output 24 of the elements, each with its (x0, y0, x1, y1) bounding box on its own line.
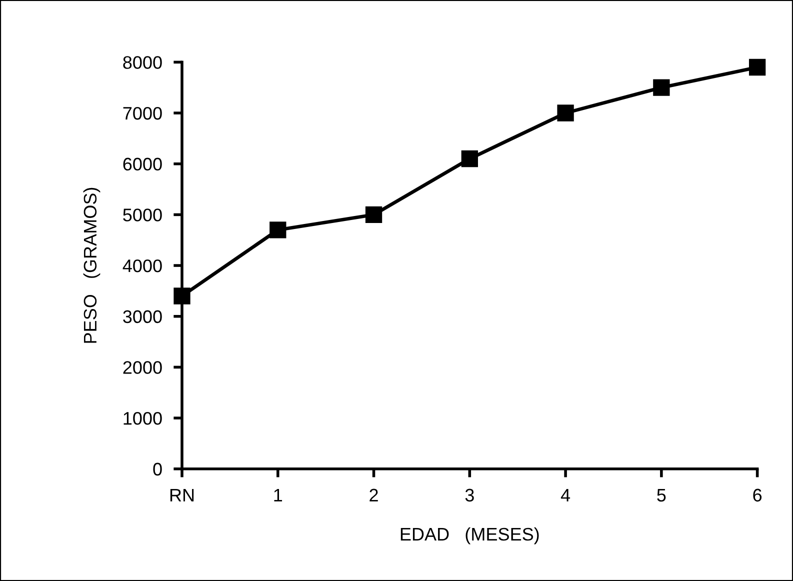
y-axis-title: PESO (GRAMOS) (83, 188, 100, 343)
point (653, 79, 670, 96)
x-tick-label: 2 (370, 488, 378, 502)
x-tick-label: 6 (753, 488, 762, 502)
x-tick-label: 4 (560, 488, 570, 502)
point (365, 206, 382, 224)
x-tick-label: 3 (465, 488, 474, 502)
point (557, 104, 574, 122)
point (748, 58, 766, 76)
y-tick-label: 8000 (123, 56, 162, 69)
y-tick-label: 7000 (123, 106, 162, 120)
x-tick-label: 1 (274, 488, 282, 502)
x-tick-label: 5 (657, 488, 666, 502)
x-tick-label: RN (170, 488, 194, 502)
y-tick-label: 0 (153, 462, 162, 476)
y-tick-label: 5000 (123, 208, 162, 222)
y-tick-label: 3000 (123, 310, 162, 324)
y-tick-label: 6000 (123, 158, 162, 171)
point (461, 150, 478, 168)
y-tick-label: 2000 (123, 361, 162, 374)
point (270, 222, 286, 238)
y-tick-label: 1000 (124, 412, 162, 425)
x-axis-title: EDAD (MESES) (400, 527, 539, 544)
y-tick-label: 4000 (122, 259, 162, 272)
